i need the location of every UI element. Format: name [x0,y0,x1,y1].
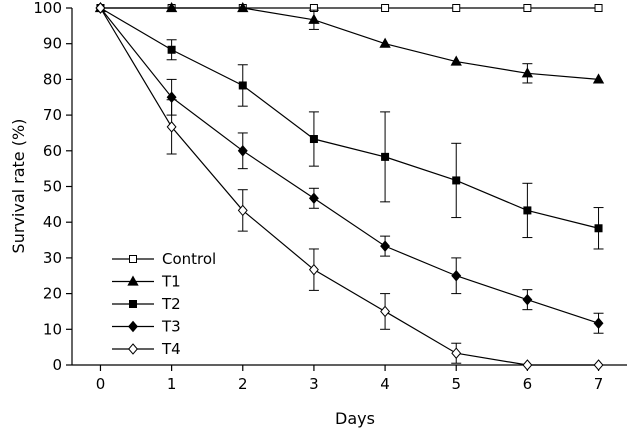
y-tick-label: 0 [52,356,62,374]
data-point [237,204,248,217]
data-point [165,1,178,13]
data-point [523,4,532,12]
legend-item-t2: T2 [112,295,181,313]
data-point [380,240,391,252]
legend-item-t1: T1 [112,273,181,291]
data-point [593,317,604,329]
x-tick-label: 6 [523,375,533,393]
y-tick-label: 70 [43,106,62,124]
legend-item-t4: T4 [112,340,181,358]
x-tick-label: 0 [96,375,106,393]
x-axis-title: Days [335,409,375,428]
data-point [451,347,462,359]
data-point [521,67,534,78]
data-point [309,135,318,144]
y-tick-label: 20 [43,285,62,303]
data-point [594,224,603,233]
legend-label: T3 [161,318,181,336]
legend-marker [127,275,139,286]
data-point [380,305,391,318]
x-tick-label: 3 [309,375,319,393]
data-point [167,45,176,54]
data-point [238,81,247,90]
y-tick-label: 60 [43,142,62,160]
series-line [99,7,599,324]
data-point [308,13,320,24]
legend-marker [129,300,137,308]
y-tick-label: 40 [43,213,62,231]
legend-label: T1 [161,273,181,291]
series-line [99,7,599,366]
data-point [594,4,603,12]
data-point [592,73,605,84]
legend-label: T4 [161,340,181,358]
legend-item-control: Control [112,250,216,268]
legend-label: T2 [161,295,181,313]
data-point [381,152,390,161]
data-point [95,2,106,14]
data-point [237,145,248,157]
data-point [451,269,462,282]
y-tick-label: 80 [43,70,62,88]
data-point [522,293,533,306]
data-point [237,1,249,13]
x-tick-label: 1 [167,375,177,393]
series-t2 [96,4,604,250]
y-tick-label: 50 [43,178,62,196]
x-tick-label: 4 [380,375,390,393]
data-point [523,206,532,215]
x-tick-label: 7 [594,375,604,393]
y-tick-label: 100 [33,0,62,17]
data-point [381,4,390,12]
legend-item-t3: T3 [112,318,181,336]
series-t4 [95,2,604,371]
data-point [379,37,391,48]
legend-label: Control [162,250,216,268]
series-line [100,7,599,229]
legend-marker [128,343,138,355]
series-line [100,7,599,80]
y-tick-label: 90 [43,35,62,53]
data-point [593,359,604,371]
series-t1 [94,1,605,84]
legend-marker [128,320,138,333]
data-point [166,121,177,133]
x-tick-label: 5 [451,375,461,393]
legend: Control T1 T2 T3 T4 [112,250,216,358]
y-axis-title: Survival rate (%) [9,119,28,254]
data-point [452,176,461,185]
data-point [522,359,533,371]
axes: 0 10 20 30 40 50 60 70 80 90 100 0 1 2 3 4 5 6 7 [33,0,627,393]
x-tick-label: 2 [238,375,248,393]
data-point [308,192,319,205]
y-tick-label: 10 [43,320,62,338]
data-point [452,4,461,12]
y-tick-label: 30 [43,249,62,267]
data-point [308,263,319,276]
data-point [450,55,462,66]
legend-marker [129,255,137,263]
series-layer [94,1,605,371]
